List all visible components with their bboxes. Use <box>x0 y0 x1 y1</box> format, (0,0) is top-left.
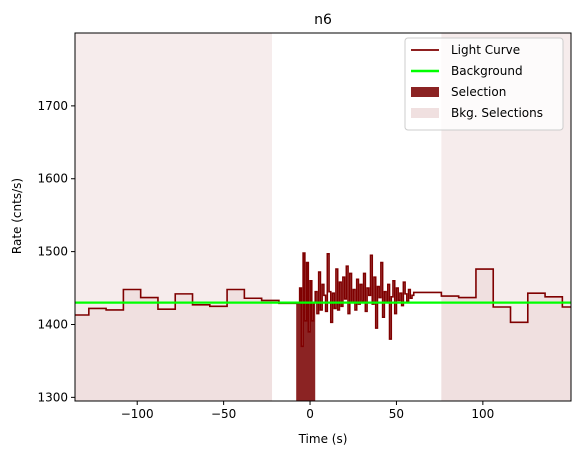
x-tick-label: 100 <box>471 407 494 421</box>
selection-fill <box>296 253 316 401</box>
bkg-selection-fill-1 <box>75 289 273 401</box>
y-tick-label: 1600 <box>37 172 68 186</box>
x-tick-label: −100 <box>121 407 154 421</box>
x-tick-label: 50 <box>389 407 404 421</box>
legend-label-background: Background <box>451 64 523 78</box>
axes: −100 −50 0 50 100 1300 1400 1500 1600 1700 <box>37 32 572 421</box>
legend-label-selection: Selection <box>451 85 506 99</box>
y-tick-label: 1700 <box>37 99 68 113</box>
legend-label-bkg-selections: Bkg. Selections <box>451 106 543 120</box>
legend-swatch-bkg-selections <box>411 108 439 118</box>
plot-frame <box>74 32 572 402</box>
chart-title: n6 <box>314 12 332 28</box>
y-tick-label: 1300 <box>37 390 68 404</box>
legend: Light Curve Background Selection Bkg. Selec… <box>404 37 564 131</box>
x-tick-label: 0 <box>306 407 314 421</box>
y-tick-label: 1400 <box>37 317 68 331</box>
x-tick-label: −50 <box>211 407 236 421</box>
legend-label-light-curve: Light Curve <box>451 43 520 57</box>
y-tick-label: 1500 <box>37 245 68 259</box>
x-axis-label: Time (s) <box>298 432 348 446</box>
y-axis-label: Rate (cnts/s) <box>10 178 24 254</box>
legend-box <box>404 37 564 131</box>
light-curve-line <box>75 252 571 348</box>
legend-swatch-selection <box>411 87 439 97</box>
